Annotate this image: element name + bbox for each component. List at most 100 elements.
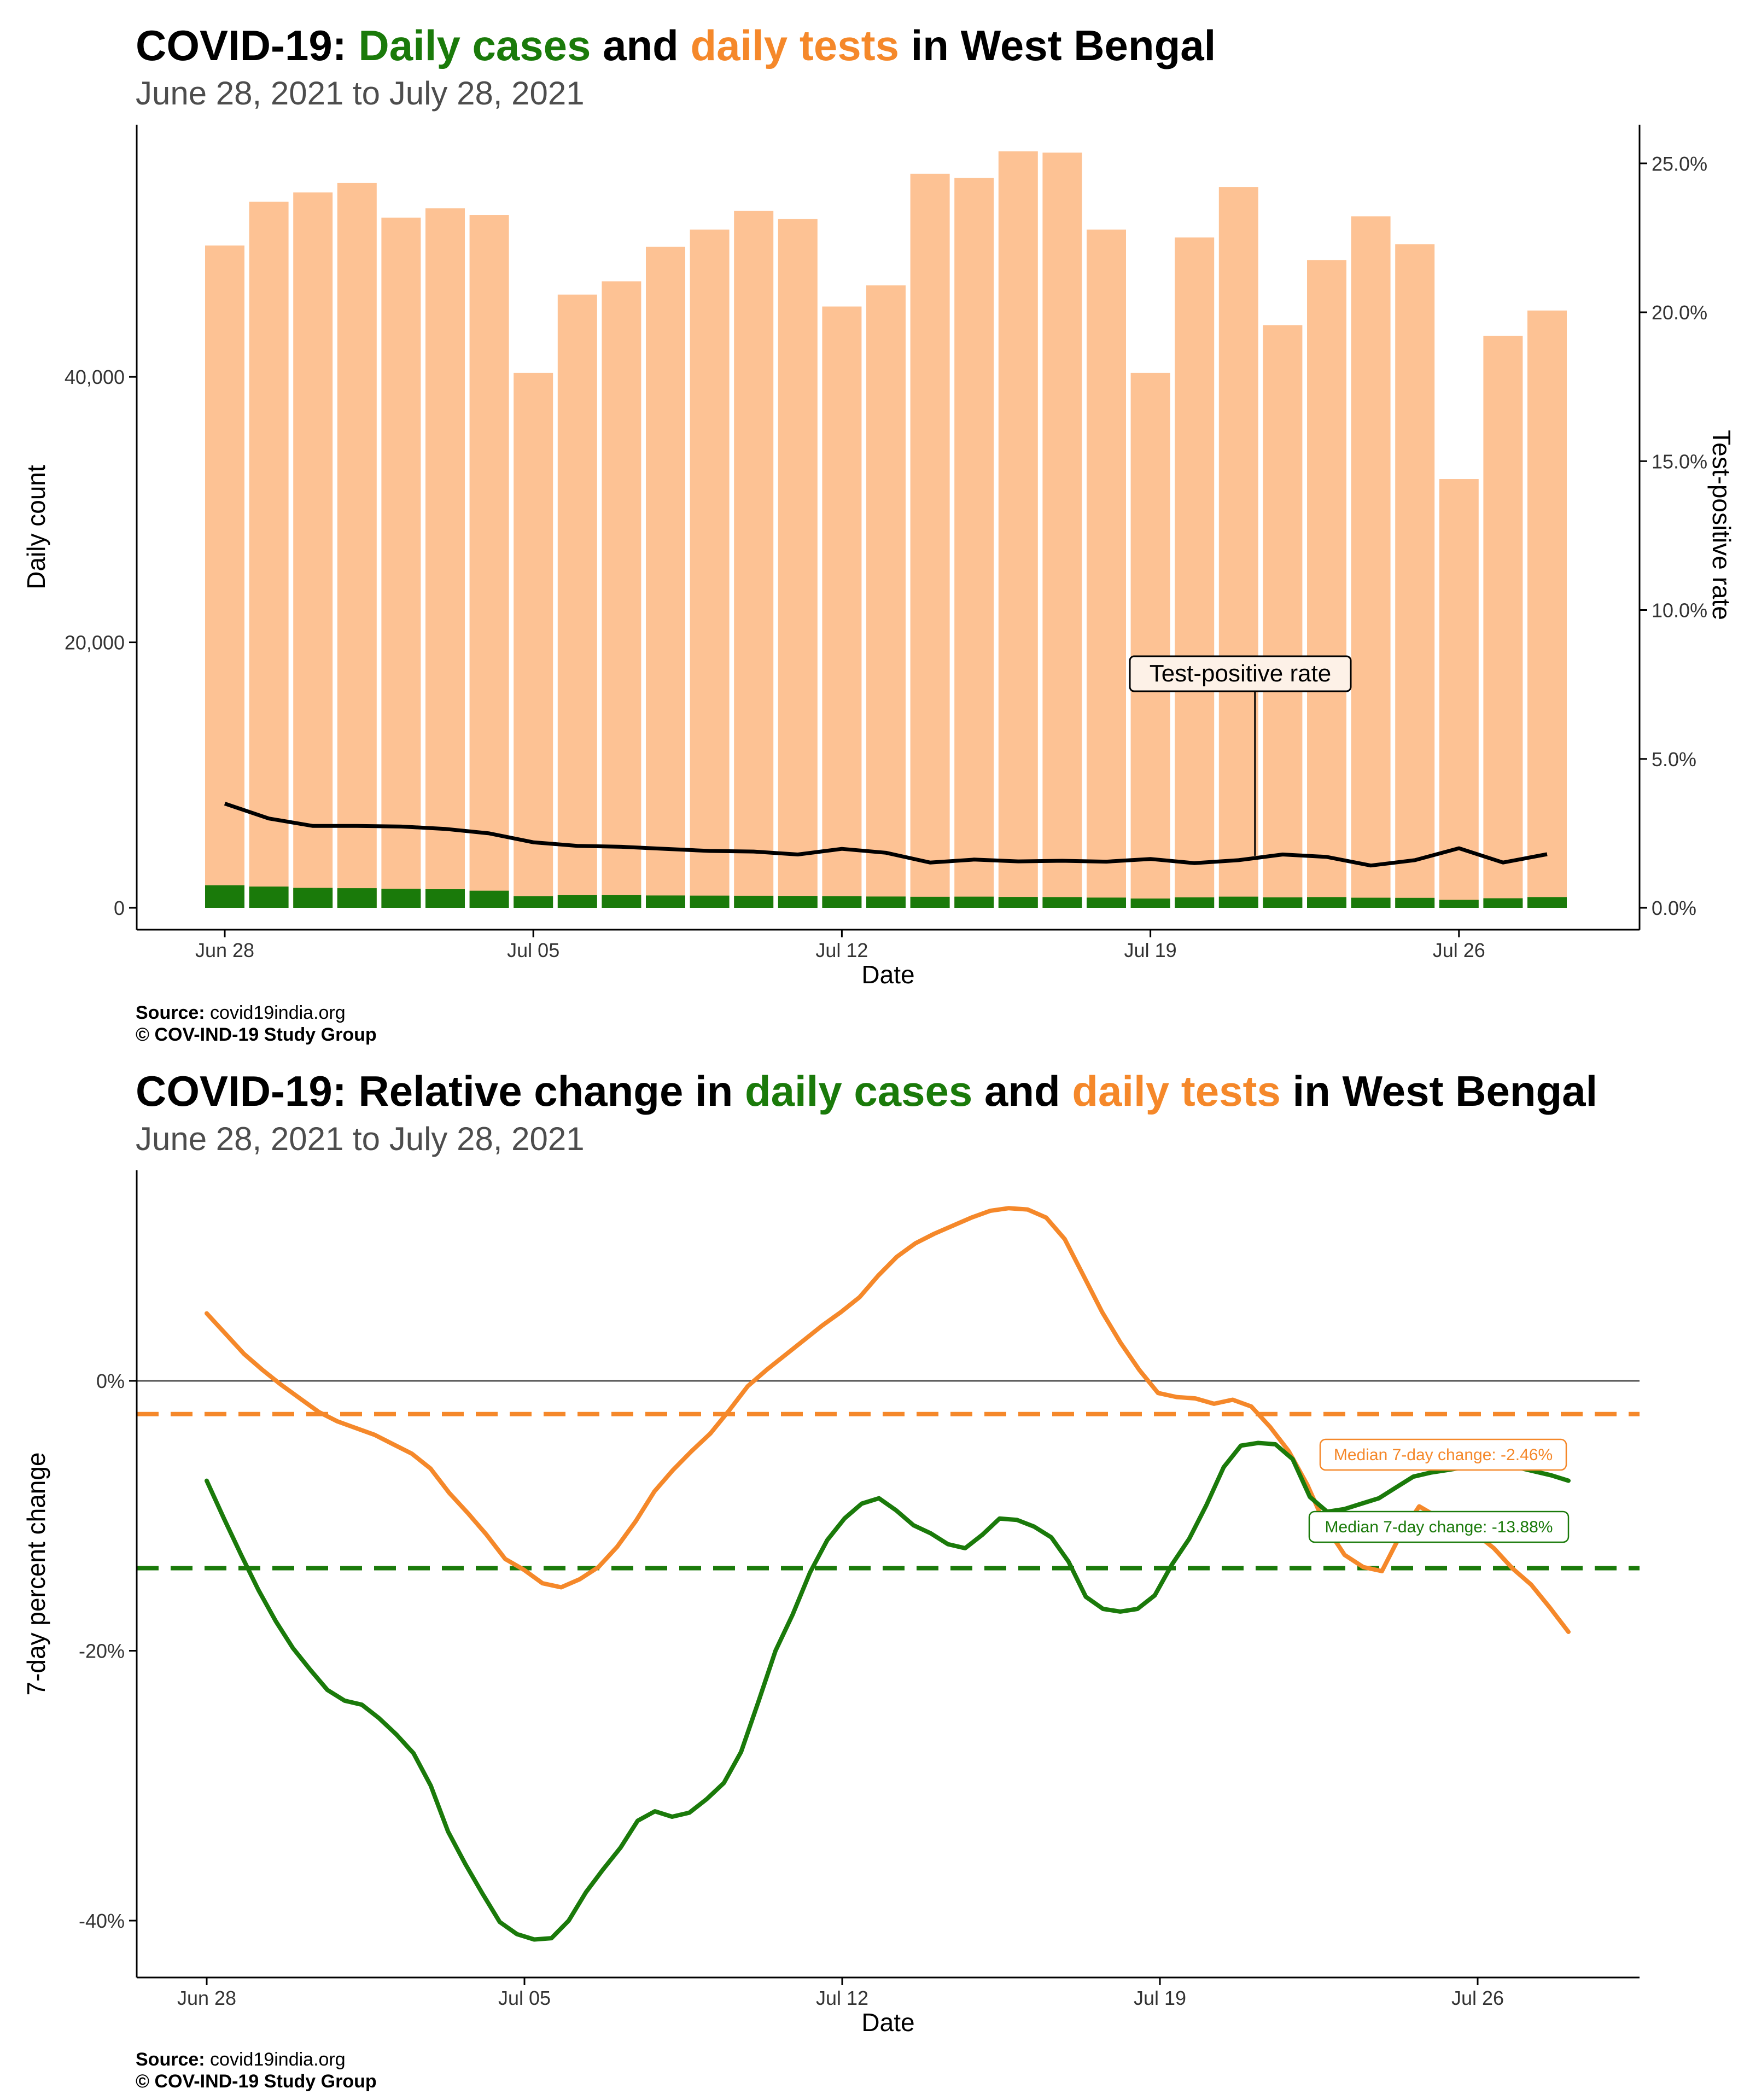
tests-bar <box>249 201 289 908</box>
tests-bar <box>205 245 244 908</box>
tests-bar <box>690 229 730 908</box>
cases-bar <box>1042 897 1082 908</box>
cases-tests-bar-chart: Test-positive rate 0 20,000 40,000 0.0% 5.0% 1… <box>22 125 1736 989</box>
x-axis-title: Date <box>861 2008 914 2037</box>
cases-bar <box>293 888 333 908</box>
y2-axis-title: Test-positive rate <box>1707 430 1736 620</box>
tests-bar <box>1218 187 1258 908</box>
cases-bar <box>866 896 906 908</box>
y2-tick-label: 10.0% <box>1652 599 1707 622</box>
panel2-title-mid: and <box>972 1067 1072 1115</box>
cases-bar <box>954 896 994 908</box>
tests-bar <box>381 217 421 908</box>
x-tick-label: Jul 12 <box>816 1987 868 2009</box>
panel1-source-label: Source: <box>136 1002 205 1023</box>
x-tick-label: Jun 28 <box>177 1987 236 2009</box>
cases-bar <box>822 896 862 908</box>
panel2-source: Source: covid19india.org © COV-IND-19 St… <box>136 2049 377 2092</box>
series-line <box>205 1440 1571 1942</box>
cases-bar <box>690 895 730 908</box>
panel2-source-label: Source: <box>136 2049 205 2070</box>
y2-tick-label: 15.0% <box>1652 450 1707 472</box>
tests-bar <box>557 294 597 908</box>
tests-bar <box>1175 237 1215 908</box>
tests-bar <box>866 285 906 908</box>
tests-bar <box>1130 372 1170 908</box>
panel2-title-tests: daily tests <box>1072 1067 1281 1115</box>
panel2-copyright: © COV-IND-19 Study Group <box>136 2071 377 2092</box>
tests-bar <box>1307 260 1346 908</box>
panel2-source-text: covid19india.org <box>205 2049 346 2070</box>
y-tick-label: 0% <box>96 1370 125 1392</box>
x-tick-label: Jul 05 <box>507 939 559 961</box>
test-positive-rate-line <box>224 802 1548 868</box>
tests-bar <box>998 151 1038 908</box>
y-tick-label: 40,000 <box>65 366 125 388</box>
cases-bar <box>205 885 244 908</box>
cases-bar <box>425 889 465 908</box>
cases-bar <box>381 889 421 908</box>
x-tick-label: Jul 19 <box>1134 1987 1186 2009</box>
cases-bar <box>646 895 685 908</box>
cases-bar <box>1307 897 1346 908</box>
panel1-subtitle: June 28, 2021 to July 28, 2021 <box>136 75 585 112</box>
tests-bar <box>1042 152 1082 908</box>
cases-bar <box>1395 897 1435 908</box>
cases-bar <box>1351 897 1391 908</box>
cases-bar <box>249 886 289 908</box>
panel2-title-suffix: in West Bengal <box>1280 1067 1598 1115</box>
x-tick-label: Jun 28 <box>195 939 254 961</box>
tests-bar <box>1087 229 1126 908</box>
tests-bar <box>1439 479 1479 908</box>
x-tick-label: Jul 12 <box>815 939 868 961</box>
tests-bar <box>778 219 818 908</box>
median-label-box <box>1308 1510 1570 1543</box>
tests-bar <box>602 281 641 908</box>
tests-bar <box>910 173 950 908</box>
tests-bar <box>1527 310 1567 908</box>
cases-bar <box>1218 896 1258 908</box>
panel2-title: COVID-19: Relative change in daily cases… <box>136 1066 1597 1116</box>
tests-bar <box>734 211 774 908</box>
y-axis-title: Daily count <box>22 465 50 590</box>
y-tick-label: 0 <box>114 897 125 919</box>
tests-bar <box>1263 325 1303 908</box>
panel1-source-text: covid19india.org <box>205 1002 346 1023</box>
cases-bar <box>734 895 774 908</box>
cases-bar <box>1130 899 1170 908</box>
panel2-subtitle: June 28, 2021 to July 28, 2021 <box>136 1121 585 1157</box>
median-label-box <box>1319 1438 1567 1471</box>
median-label: Median 7-day change: -13.88% <box>1325 1518 1553 1536</box>
cases-bar <box>910 896 950 908</box>
series-line <box>205 1206 1571 1634</box>
panel2-title-prefix: COVID-19: Relative change in <box>136 1067 745 1115</box>
cases-bar <box>337 888 377 908</box>
cases-bar <box>998 897 1038 908</box>
tests-bar <box>469 215 509 908</box>
y-tick-label: 20,000 <box>65 632 125 654</box>
x-axis-title: Date <box>861 960 914 989</box>
median-label: Median 7-day change: -2.46% <box>1334 1446 1553 1464</box>
panel1-title-tests: daily tests <box>690 21 899 69</box>
annotation-box <box>1129 655 1352 692</box>
tests-bar <box>822 306 862 908</box>
tests-bar <box>646 247 685 908</box>
tests-bar <box>1351 216 1391 908</box>
y2-tick-label: 0.0% <box>1652 897 1696 919</box>
tests-bar <box>293 192 333 908</box>
tests-bar <box>337 183 377 908</box>
cases-bar <box>469 890 509 908</box>
cases-bar <box>1175 897 1215 908</box>
cases-bar <box>1527 897 1567 908</box>
annotation-label: Test-positive rate <box>1150 660 1332 687</box>
panel1-source: Source: covid19india.org © COV-IND-19 St… <box>136 1002 377 1046</box>
x-tick-label: Jul 26 <box>1433 939 1485 961</box>
cases-bar <box>557 895 597 908</box>
y-tick-label: -20% <box>79 1640 125 1662</box>
tests-bar <box>1395 244 1435 908</box>
x-tick-label: Jul 05 <box>498 1987 551 2009</box>
cases-bar <box>1087 897 1126 908</box>
cases-bar <box>1263 897 1303 908</box>
cases-bar <box>778 896 818 908</box>
